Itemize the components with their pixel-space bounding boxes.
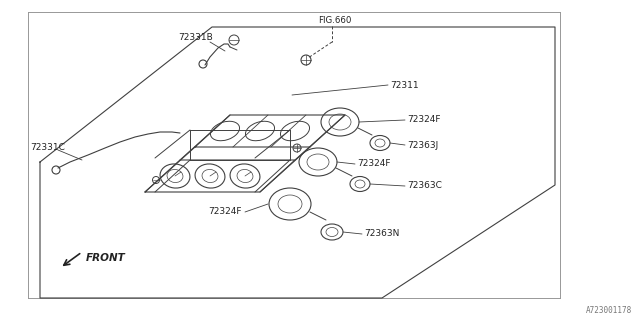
Text: 72324F: 72324F xyxy=(407,116,440,124)
Text: FRONT: FRONT xyxy=(86,253,125,263)
Text: 72324F: 72324F xyxy=(208,207,241,217)
Text: 72324F: 72324F xyxy=(357,159,390,169)
Text: 72331C: 72331C xyxy=(30,143,65,153)
Text: 72363J: 72363J xyxy=(407,140,438,149)
Text: FIG.660: FIG.660 xyxy=(318,16,351,25)
Text: 72363C: 72363C xyxy=(407,181,442,190)
Text: 72363N: 72363N xyxy=(364,229,399,238)
Text: A723001178: A723001178 xyxy=(586,306,632,315)
Text: 72331B: 72331B xyxy=(178,34,212,43)
Text: 72311: 72311 xyxy=(390,81,419,90)
